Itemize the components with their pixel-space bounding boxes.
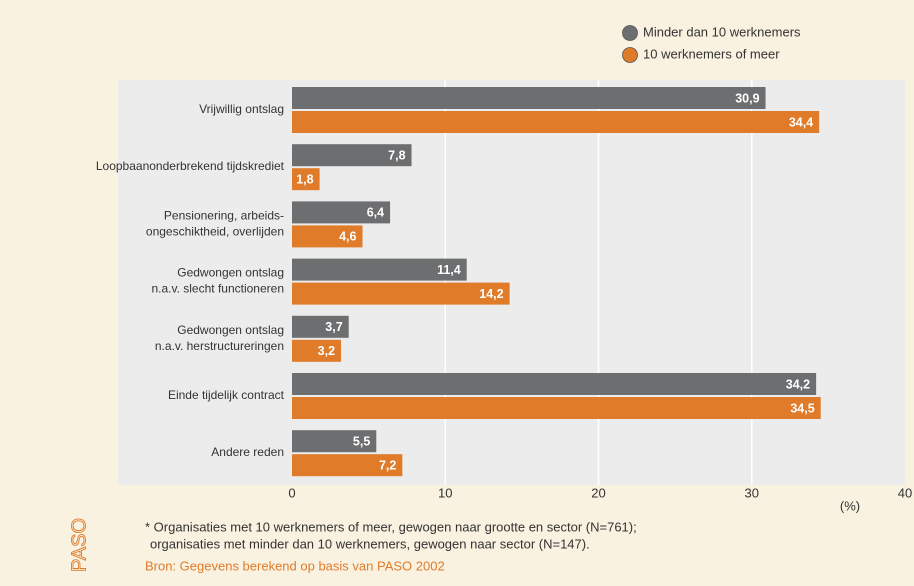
bar (292, 339, 342, 362)
category-label: Gedwongen ontslag n.a.v. herstructurering… (155, 323, 284, 353)
category-label-line: Einde tijdelijk contract (168, 388, 285, 402)
x-tick-label: 20 (591, 485, 605, 500)
bar (292, 373, 817, 395)
category-label-line: Loopbaanonderbrekend tijdskrediet (96, 159, 285, 173)
value-label: 6,4 (367, 206, 384, 220)
bar (292, 454, 403, 477)
bar (292, 111, 820, 133)
source: Bron: Gegevens berekend op basis van PAS… (145, 558, 445, 573)
value-label: 1,8 (296, 172, 313, 186)
value-label: 11,4 (437, 263, 461, 277)
category-label: Einde tijdelijk contract (168, 388, 285, 402)
category-label: Gedwongen ontslag n.a.v. slecht functione… (151, 266, 284, 296)
bar (292, 258, 467, 281)
category-label-line: Andere reden (211, 445, 284, 459)
bar (292, 87, 766, 109)
x-tick-label: 40 (898, 485, 912, 500)
category-label: Andere reden (211, 445, 284, 459)
bar (292, 168, 320, 191)
value-label: 7,2 (379, 458, 396, 472)
legend-swatch (622, 47, 638, 63)
value-label: 34,2 (786, 377, 810, 391)
value-label: 34,4 (789, 115, 813, 129)
x-tick-label: 0 (288, 485, 295, 500)
category-label-line: Gedwongen ontslag (177, 266, 284, 280)
bar (292, 397, 821, 419)
footnote: organisaties met minder dan 10 werknemer… (150, 536, 590, 551)
legend-label: Minder dan 10 werknemers (643, 24, 801, 39)
bar (292, 225, 363, 248)
bar (292, 201, 391, 224)
value-label: 5,5 (353, 434, 370, 448)
value-label: 7,8 (388, 148, 405, 162)
value-label: 4,6 (339, 230, 356, 244)
legend-label: 10 werknemers of meer (643, 46, 780, 61)
category-label-line: ongeschiktheid, overlijden (146, 225, 284, 239)
category-label: Pensionering, arbeids-ongeschiktheid, ov… (146, 209, 284, 239)
bar (292, 315, 349, 338)
bar (292, 430, 377, 453)
x-tick-label: 10 (438, 485, 452, 500)
value-label: 34,5 (790, 401, 814, 415)
x-axis-label: (%) (840, 498, 860, 513)
category-label: Loopbaanonderbrekend tijdskrediet (96, 159, 285, 173)
value-label: 30,9 (735, 91, 759, 105)
category-label: Vrijwillig ontslag (199, 102, 284, 116)
category-label-line: Pensionering, arbeids- (164, 209, 284, 223)
category-label-line: n.a.v. slecht functioneren (151, 282, 284, 296)
x-tick-label: 30 (745, 485, 759, 500)
value-label: 3,2 (318, 344, 335, 358)
footnote: * Organisaties met 10 werknemers of meer… (145, 519, 637, 534)
value-label: 14,2 (479, 287, 503, 301)
category-label-line: Gedwongen ontslag (177, 323, 284, 337)
value-label: 3,7 (325, 320, 342, 334)
bar (292, 144, 412, 167)
category-label-line: Vrijwillig ontslag (199, 102, 284, 116)
legend-swatch (622, 25, 638, 41)
bar (292, 282, 510, 305)
category-label-line: n.a.v. herstructureringen (155, 339, 284, 353)
logo: PASO (68, 518, 90, 572)
